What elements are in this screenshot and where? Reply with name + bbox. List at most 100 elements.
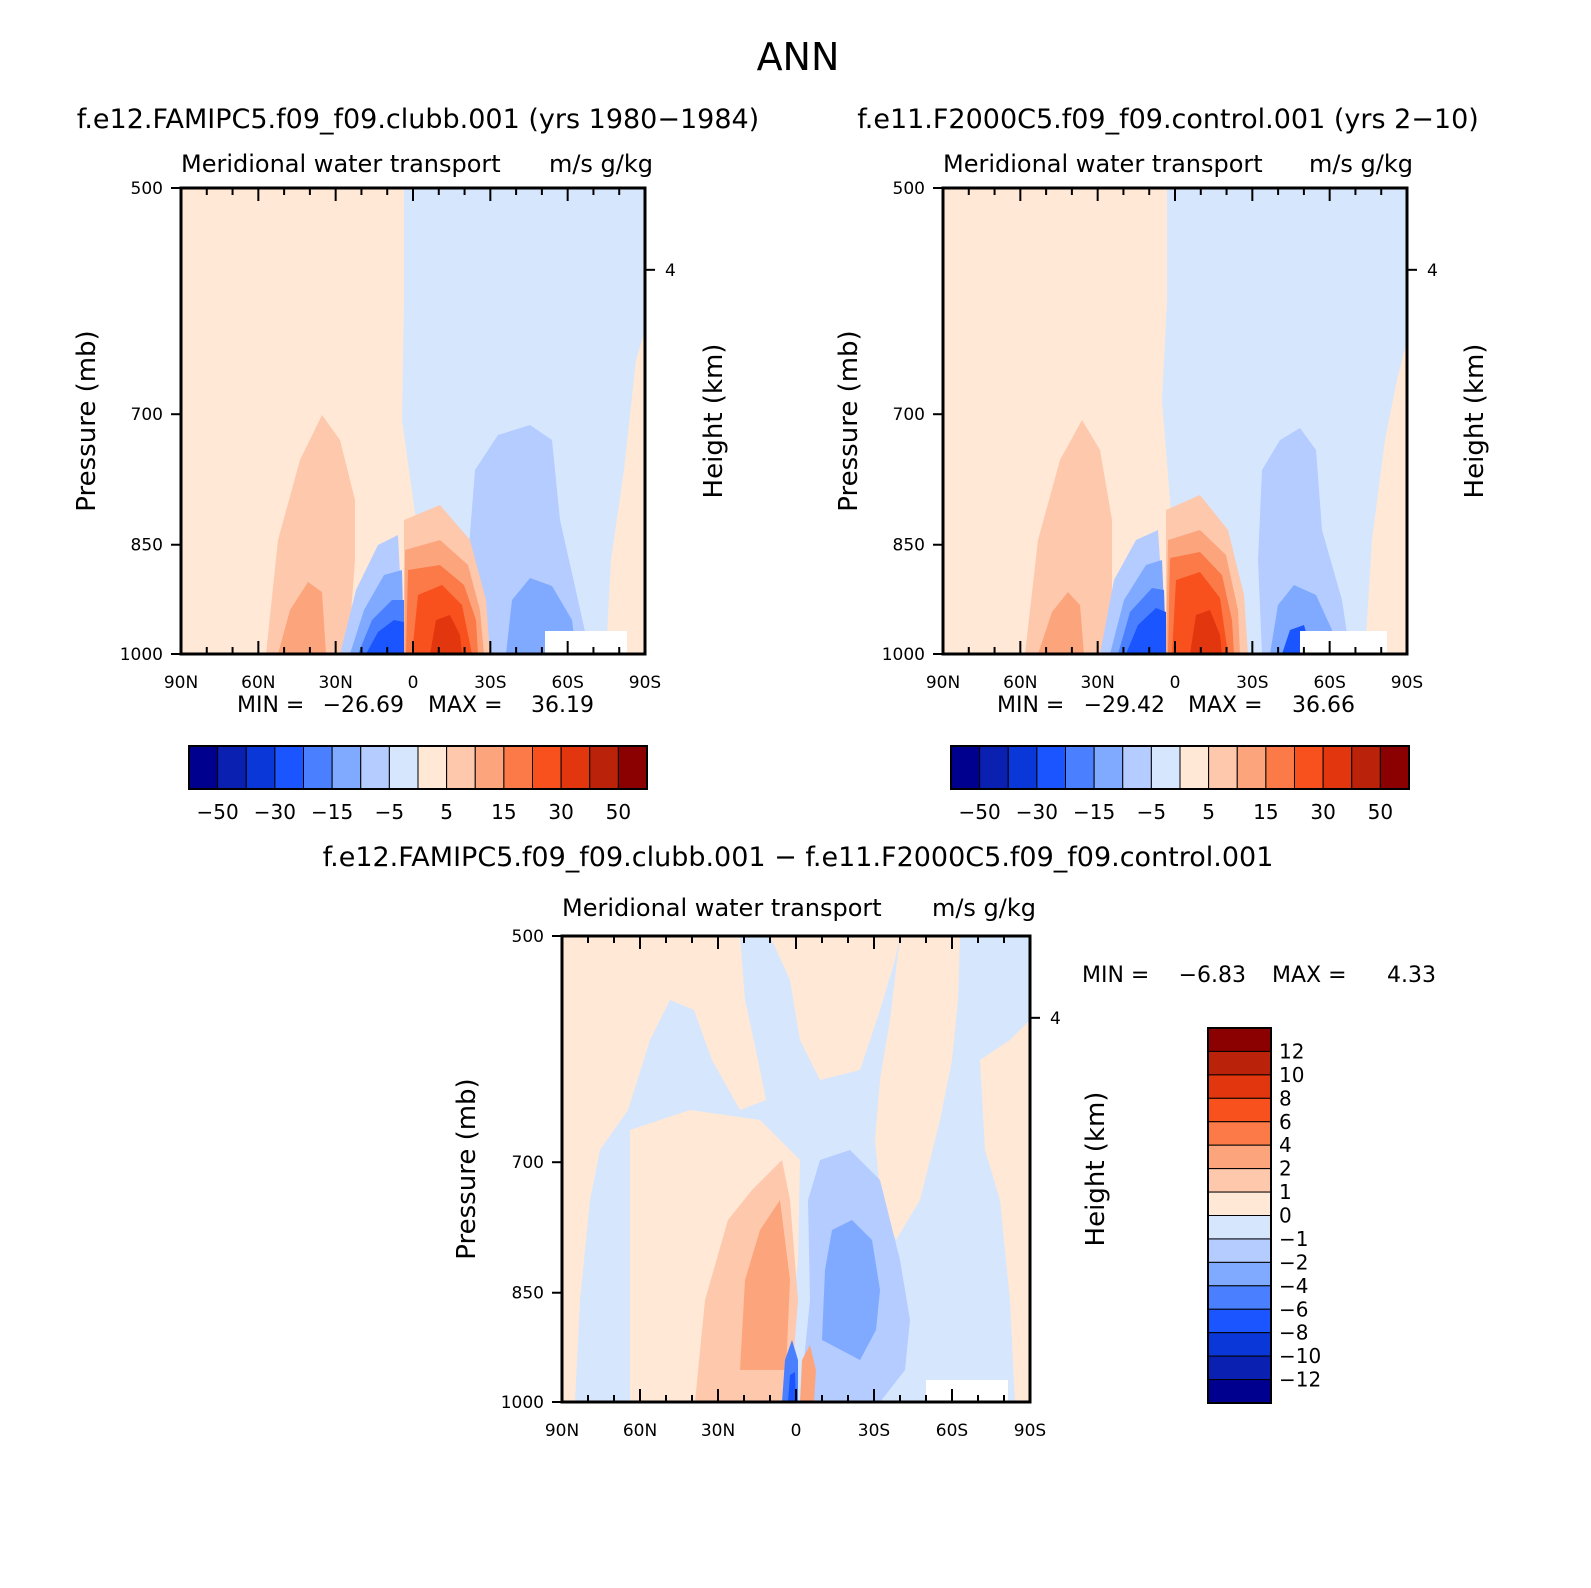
- panel-1-region-neg-4: [366, 620, 404, 654]
- panel-1-title: f.e12.FAMIPC5.f09_f09.clubb.001 (yrs 198…: [77, 104, 759, 135]
- colorbar-swatch: [1122, 745, 1152, 790]
- colorbar-swatch: [331, 745, 362, 790]
- colorbar-swatch: [360, 745, 390, 790]
- y2-tick-label: 4: [1050, 1009, 1061, 1029]
- colorbar-swatch: [1207, 1238, 1272, 1263]
- panel-3-region-positive-2: [770, 936, 900, 1080]
- colorbar-swatch: [1322, 745, 1353, 790]
- colorbar-swatch: [1207, 1215, 1272, 1240]
- colorbar-swatch: [1236, 745, 1267, 790]
- panel-2: f.e11.F2000C5.f09_f09.control.001 (yrs 2…: [834, 104, 1490, 824]
- panel-3-axes: 90N 60N 30N 0 30S 60S 90S 500 700 850 1000 4: [501, 927, 1061, 1441]
- colorbar-swatch: [1207, 1027, 1272, 1052]
- colorbar-label: −10: [1279, 1344, 1321, 1368]
- panel-2-ylabel: Pressure (mb): [834, 330, 864, 511]
- panel-3-ylabel: Pressure (mb): [452, 1078, 482, 1259]
- panel-3: f.e12.FAMIPC5.f09_f09.clubb.001 − f.e11.…: [323, 842, 1436, 1441]
- panel-2-region-positive-north: [943, 188, 1188, 654]
- panel-1-min-label: MIN =: [237, 693, 304, 718]
- colorbar-swatch: [1207, 1168, 1272, 1193]
- panel-3-max-label: MAX =: [1272, 963, 1347, 988]
- panel-1-units: m/s g/kg: [549, 150, 653, 178]
- colorbar-swatch: [303, 745, 333, 790]
- panel-2-region-sh-neg-band: [1258, 428, 1350, 654]
- colorbar-swatch: [474, 745, 505, 790]
- colorbar-swatch: [1207, 1308, 1272, 1334]
- panel-3-title: f.e12.FAMIPC5.f09_f09.clubb.001 − f.e11.…: [323, 842, 1274, 873]
- colorbar-swatch: [1207, 1191, 1272, 1216]
- panel-1-region-positive-south: [606, 330, 645, 654]
- x-tick-label: 30S: [474, 673, 506, 693]
- colorbar-label: −30: [1016, 800, 1058, 824]
- panel-1: f.e12.FAMIPC5.f09_f09.clubb.001 (yrs 198…: [72, 104, 759, 824]
- panel-1-y2label: Height (km): [699, 344, 729, 499]
- panel-3-region-pos-mid: [740, 1200, 790, 1370]
- panel-1-region-nh-pos-band: [266, 415, 355, 654]
- colorbar-swatch: [1207, 1355, 1272, 1381]
- colorbar-swatch: [950, 745, 981, 790]
- x-tick-label: 60S: [936, 1421, 968, 1441]
- colorbar-label: −5: [375, 800, 404, 824]
- colorbar-swatch: [1150, 745, 1181, 790]
- colorbar-label: 50: [606, 800, 631, 824]
- colorbar-swatch: [1207, 1144, 1272, 1170]
- colorbar-swatch: [1036, 745, 1066, 790]
- colorbar-label: −15: [311, 800, 353, 824]
- y-tick-label: 700: [893, 405, 925, 425]
- panel-2-max-label: MAX =: [1188, 693, 1263, 718]
- panel-3-region-eq-dipole-neg-core: [788, 1372, 796, 1402]
- panel-3-contours: [562, 936, 1030, 1402]
- colorbar-label: 30: [548, 800, 573, 824]
- colorbar-label: −12: [1279, 1368, 1321, 1392]
- colorbar-label: 15: [491, 800, 516, 824]
- x-tick-label: 0: [791, 1421, 802, 1441]
- x-tick-label: 90N: [164, 673, 198, 693]
- panel-1-subtitle: Meridional water transport: [181, 150, 501, 178]
- x-tick-label: 30N: [701, 1421, 735, 1441]
- colorbar-label: −2: [1279, 1250, 1308, 1274]
- colorbar-label: 15: [1253, 800, 1278, 824]
- x-tick-label: 60N: [623, 1421, 657, 1441]
- colorbar-swatch: [1379, 745, 1410, 790]
- colorbar-frame: [188, 745, 648, 790]
- y-tick-label: 500: [131, 179, 163, 199]
- colorbar-swatch: [217, 745, 247, 790]
- colorbar-label: −6: [1279, 1297, 1308, 1321]
- colorbar-label: 4: [1279, 1133, 1292, 1157]
- colorbar-swatch: [1207, 1332, 1272, 1357]
- panel-1-region-sh-neg-band: [468, 425, 590, 654]
- x-tick-label: 60N: [241, 673, 275, 693]
- colorbar-frame: [1207, 1027, 1272, 1404]
- colorbar-label: 12: [1279, 1039, 1304, 1063]
- colorbar-swatch: [388, 745, 419, 790]
- y-tick-label: 500: [512, 927, 544, 947]
- colorbar-swatch: [1065, 745, 1095, 790]
- panel-2-max-value: 36.66: [1292, 693, 1355, 718]
- colorbar-label: −1: [1279, 1227, 1308, 1251]
- colorbar-swatch: [245, 745, 276, 790]
- colorbar-label: −30: [254, 800, 296, 824]
- panel-1-max-value: 36.19: [531, 693, 594, 718]
- panel-3-subtitle: Meridional water transport: [562, 894, 882, 922]
- colorbar-label: 6: [1279, 1110, 1292, 1134]
- colorbar-label: 5: [1202, 800, 1215, 824]
- panel-2-units: m/s g/kg: [1309, 150, 1413, 178]
- x-tick-label: 0: [408, 673, 419, 693]
- colorbar-swatch: [1207, 1261, 1272, 1287]
- colorbar-swatch: [560, 745, 591, 790]
- x-tick-label: 60N: [1003, 673, 1037, 693]
- colorbar-label: 5: [440, 800, 453, 824]
- colorbar-swatch: [1007, 745, 1038, 790]
- x-tick-label: 90S: [1391, 673, 1423, 693]
- colorbar-swatch: [417, 745, 448, 790]
- panel-3-min-label: MIN =: [1082, 963, 1149, 988]
- y-tick-label: 500: [893, 179, 925, 199]
- colorbar-label: 8: [1279, 1086, 1292, 1110]
- colorbar-swatch: [589, 745, 619, 790]
- colorbar-label: −15: [1073, 800, 1115, 824]
- panel-2-region-nh-pos-band: [1025, 420, 1112, 654]
- y-tick-label: 1000: [501, 1393, 544, 1413]
- colorbar-swatch: [503, 745, 533, 790]
- y2-tick-label: 4: [665, 261, 676, 281]
